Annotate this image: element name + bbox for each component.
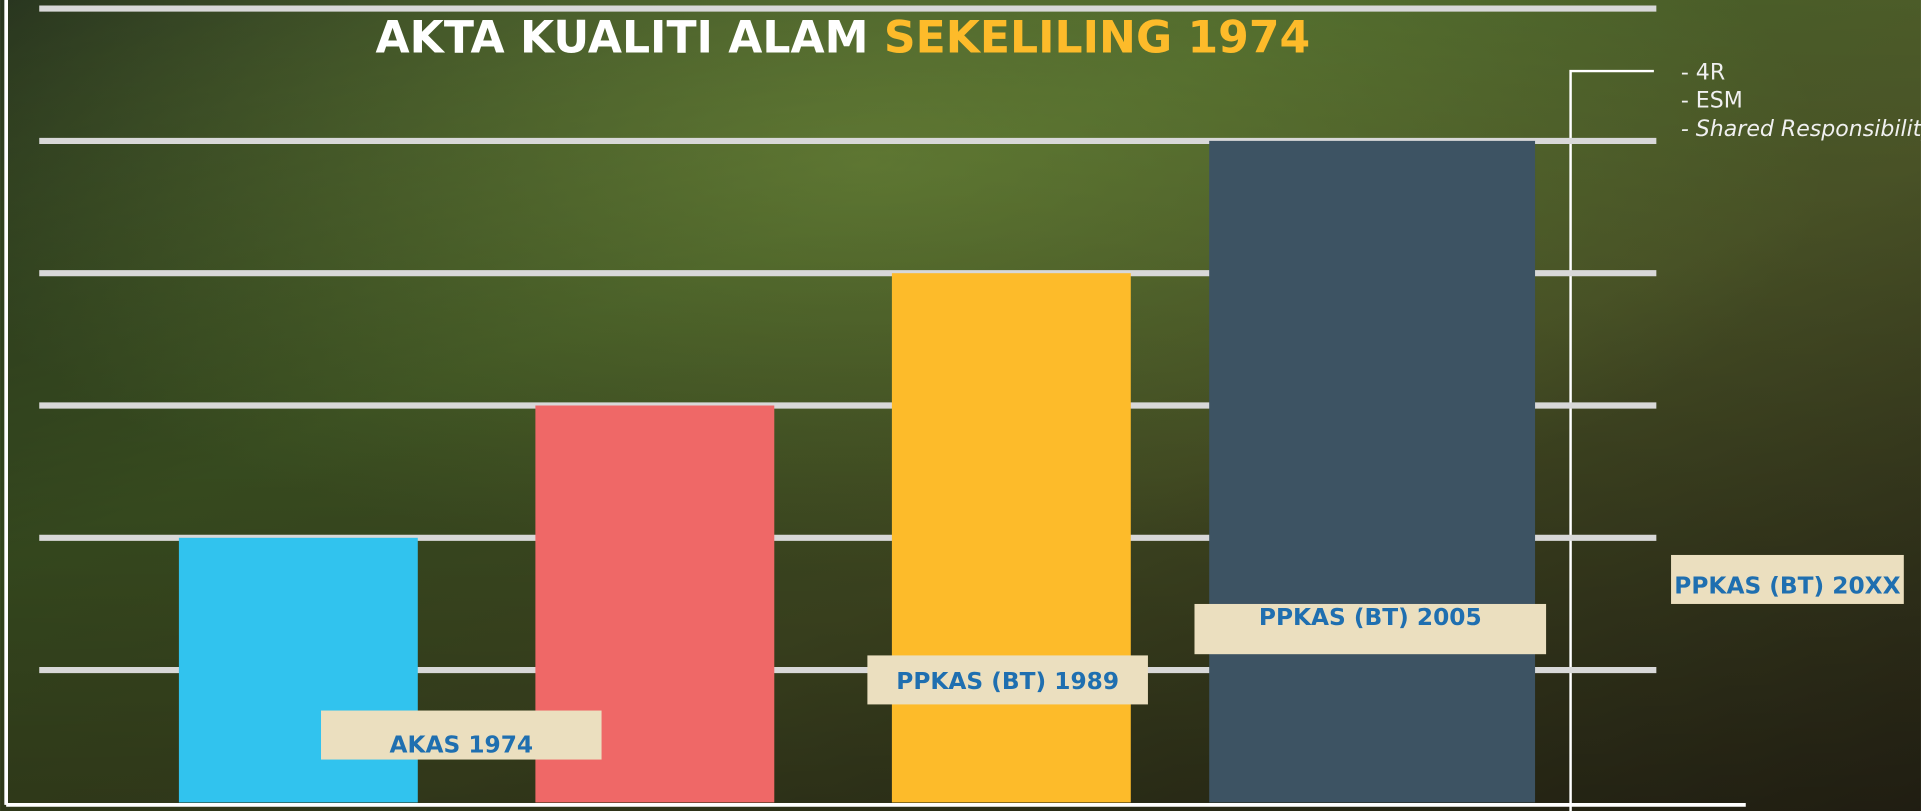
annotation: PPKAS (BT) 2005 [1259, 604, 1482, 631]
annotation: PPKAS (BT) 1989 [896, 668, 1119, 695]
annotation: PPKAS (BT) 20XX [1674, 572, 1900, 599]
title-main: AKTA KUALITI ALAM [376, 12, 869, 63]
note: - Shared Responsibility [1681, 117, 1921, 142]
annotation: AKAS 1974 [389, 732, 533, 759]
bar [179, 538, 418, 803]
chart: AKTA KUALITI ALAM SEKELILING 1974 AKAS 1… [0, 0, 1921, 811]
note: - 4R [1681, 61, 1725, 86]
title-highlight: SEKELILING 1974 [884, 12, 1310, 63]
bar [1209, 141, 1535, 803]
bar [892, 273, 1131, 802]
note: - ESM [1681, 89, 1743, 114]
chart-title: AKTA KUALITI ALAM SEKELILING 1974 [376, 12, 1311, 63]
